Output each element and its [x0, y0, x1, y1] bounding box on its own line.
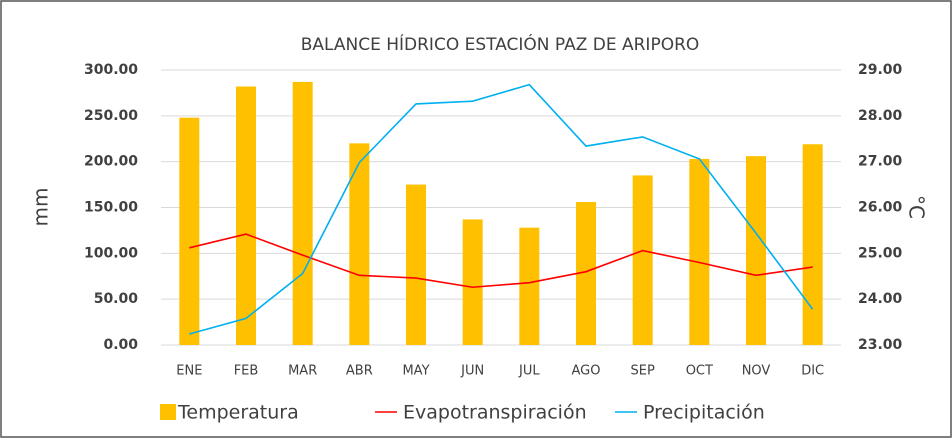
bar: [632, 175, 653, 345]
legend-swatch: [160, 404, 176, 420]
y-tick-label: 100.00: [84, 245, 138, 261]
legend-label: Temperatura: [177, 402, 299, 424]
bar: [406, 184, 426, 345]
y2-tick-label: 28.00: [858, 108, 903, 124]
x-tick-label: AGO: [572, 364, 601, 379]
legend-label: Precipitación: [643, 402, 765, 424]
bar: [292, 81, 313, 346]
x-tick-label: FEB: [234, 364, 259, 379]
bar: [179, 117, 200, 346]
y2-tick-label: 23.00: [858, 337, 903, 353]
y-tick-label: 50.00: [94, 291, 139, 307]
y2-axis-label: °C: [905, 195, 929, 219]
y2-tick-label: 24.00: [858, 291, 903, 307]
x-tick-label: NOV: [742, 364, 771, 379]
x-tick-label: ABR: [346, 364, 373, 379]
y-tick-label: 0.00: [103, 337, 138, 353]
y-tick-label: 300.00: [84, 62, 138, 78]
x-tick-label: ENE: [176, 364, 202, 379]
bar: [349, 143, 370, 345]
y-tick-label: 150.00: [84, 200, 138, 216]
x-tick-label: OCT: [686, 364, 713, 379]
y2-tick-label: 29.00: [858, 62, 903, 78]
y2-tick-label: 25.00: [858, 245, 903, 261]
y2-tick-label: 26.00: [858, 200, 903, 216]
bar: [746, 156, 766, 345]
x-tick-label: SEP: [631, 364, 655, 379]
legend-label: Evapotranspiración: [403, 402, 587, 424]
x-tick-label: JUN: [460, 364, 484, 379]
y-tick-label: 250.00: [84, 108, 138, 124]
line: [189, 83, 814, 335]
bar: [576, 202, 596, 345]
bar: [236, 86, 256, 345]
x-tick-label: JUL: [518, 364, 540, 379]
chart-title: BALANCE HÍDRICO ESTACIÓN PAZ DE ARIPORO: [301, 33, 700, 55]
x-tick-label: DIC: [801, 364, 824, 379]
y2-tick-label: 27.00: [858, 154, 903, 170]
bar: [519, 227, 540, 345]
bar: [802, 144, 823, 345]
bar: [689, 158, 710, 345]
bar: [462, 219, 483, 345]
x-tick-label: MAY: [402, 364, 429, 379]
y-tick-label: 200.00: [84, 154, 138, 170]
line: [189, 233, 813, 289]
x-tick-label: MAR: [288, 364, 317, 379]
y-axis-label: mm: [29, 188, 53, 227]
